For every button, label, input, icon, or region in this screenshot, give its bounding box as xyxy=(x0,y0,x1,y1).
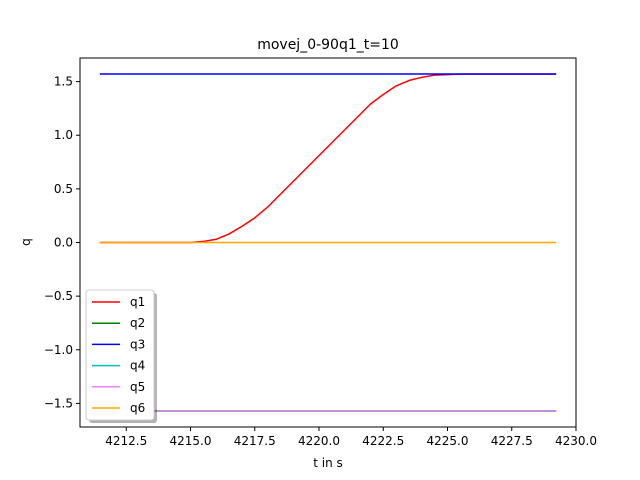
legend-label-q6: q6 xyxy=(130,401,145,415)
legend-label-q3: q3 xyxy=(130,337,145,351)
y-tick-label: −0.5 xyxy=(44,289,73,303)
legend: q1 q2 q3 q4 q5 q6 xyxy=(85,289,157,423)
y-axis-ticks: 1.5 1.0 0.5 0.0 −0.5 −1.0 −1.5 xyxy=(44,75,80,410)
legend-label-q2: q2 xyxy=(130,316,145,330)
x-tick-label: 4227.5 xyxy=(491,434,533,448)
series-line-q1 xyxy=(99,73,557,244)
y-tick-label: 0.5 xyxy=(54,182,73,196)
chart-title: movej_0-90q1_t=10 xyxy=(257,37,399,53)
x-tick-label: 4212.5 xyxy=(105,434,147,448)
x-axis-label: t in s xyxy=(313,456,343,470)
legend-label-q4: q4 xyxy=(130,359,145,373)
y-tick-label: 0.0 xyxy=(54,236,73,250)
y-tick-label: 1.0 xyxy=(54,128,73,142)
x-tick-label: 4225.0 xyxy=(427,434,469,448)
x-tick-label: 4230.0 xyxy=(555,434,597,448)
y-tick-label: −1.0 xyxy=(44,343,73,357)
x-tick-label: 4220.0 xyxy=(298,434,340,448)
y-tick-label: −1.5 xyxy=(44,396,73,410)
x-tick-label: 4215.0 xyxy=(170,434,212,448)
y-axis-label: q xyxy=(19,238,33,246)
legend-label-q5: q5 xyxy=(130,380,145,394)
y-tick-label: 1.5 xyxy=(54,75,73,89)
legend-label-q1: q1 xyxy=(130,295,145,309)
x-tick-label: 4217.5 xyxy=(234,434,276,448)
x-tick-label: 4222.5 xyxy=(362,434,404,448)
x-axis-ticks: 4212.5 4215.0 4217.5 4220.0 4222.5 4225.0 4227… xyxy=(105,427,597,448)
series-layer xyxy=(99,73,557,412)
